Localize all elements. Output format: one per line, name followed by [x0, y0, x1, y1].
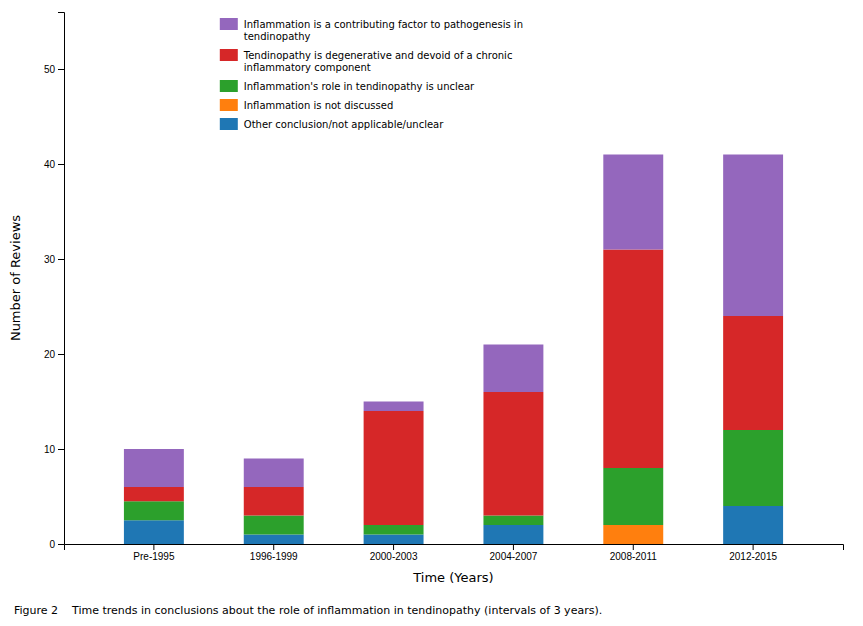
x-tick-mark: [273, 544, 274, 550]
bar-segment: [483, 516, 543, 526]
legend-label-line: tendinopathy: [244, 31, 311, 42]
y-axis-title: Number of Reviews: [8, 215, 23, 341]
y-tick-mark: [58, 259, 64, 260]
bar-segment: [483, 392, 543, 516]
x-tick-label: 2012-2015: [729, 551, 777, 562]
y-tick-label: 20: [44, 349, 56, 360]
bar-segment: [364, 525, 424, 535]
legend-label-line: Inflammation is a contributing factor to…: [244, 19, 523, 30]
x-tick-mark: [153, 544, 154, 550]
legend-label: Other conclusion/not applicable/unclear: [244, 119, 444, 130]
x-tick: 2008-2011: [610, 544, 658, 562]
x-tick-mark: [753, 544, 754, 550]
bar-series: [603, 525, 663, 544]
x-axis: Pre-1995 1996-1999 2000-2003 2004-2007 2008-…: [65, 544, 844, 562]
legend-item: Inflammation is a contributing factor to…: [220, 18, 523, 42]
legend-item: Other conclusion/not applicable/unclear: [220, 118, 444, 130]
legend: Inflammation is a contributing factor to…: [220, 18, 523, 130]
bar-segment: [723, 430, 783, 506]
legend-label-line: Inflammation's role in tendinopathy is u…: [244, 81, 475, 92]
x-tick-label: Pre-1995: [133, 551, 175, 562]
x-tick: 1996-1999: [250, 544, 298, 562]
bar-segment: [244, 535, 304, 545]
bar-series: [124, 250, 783, 526]
caption: Figure 2 Time trends in conclusions abou…: [14, 604, 602, 617]
x-tick: Pre-1995: [133, 544, 175, 562]
legend-swatch: [220, 118, 238, 130]
bar-segment: [603, 155, 663, 250]
bar-segment: [124, 487, 184, 501]
y-tick: 0: [49, 539, 64, 550]
legend-label: Inflammation is a contributing factor to…: [244, 19, 523, 42]
y-tick-mark: [58, 449, 64, 450]
x-tick: 2000-2003: [370, 544, 418, 562]
legend-item: Tendinopathy is degenerative and devoid …: [220, 49, 513, 73]
x-tick-mark: [393, 544, 394, 550]
chart: 0 10 20 30 40 50 Pre-1995 1996-1999 2000-2003 200…: [0, 0, 863, 626]
bar-segment: [244, 459, 304, 488]
y-tick-mark: [58, 69, 64, 70]
y-tick: 40: [44, 159, 64, 170]
y-tick-label: 10: [44, 444, 56, 455]
bar-segment: [723, 316, 783, 430]
y-tick: 20: [44, 349, 64, 360]
legend-swatch: [220, 99, 238, 111]
bar-segment: [124, 449, 184, 487]
bar-segment: [603, 525, 663, 544]
legend-swatch: [220, 18, 238, 30]
bar-segment: [364, 411, 424, 525]
y-tick-label: 30: [44, 254, 56, 265]
y-axis-line: [58, 13, 65, 545]
y-tick: 50: [44, 64, 64, 75]
bar-segment: [483, 525, 543, 544]
x-tick-label: 2008-2011: [610, 551, 658, 562]
bar-segment: [603, 468, 663, 525]
x-tick: 2004-2007: [490, 544, 538, 562]
y-tick-label: 0: [49, 539, 55, 550]
bars: [124, 155, 783, 545]
legend-label: Inflammation's role in tendinopathy is u…: [244, 81, 475, 92]
y-tick-mark: [58, 164, 64, 165]
x-tick-label: 2004-2007: [490, 551, 538, 562]
plot: 0 10 20 30 40 50 Pre-1995 1996-1999 2000-2003 200…: [8, 13, 844, 586]
y-tick-mark: [58, 354, 64, 355]
bar-series: [124, 506, 783, 544]
bar-segment: [723, 155, 783, 317]
bar-series: [124, 430, 783, 535]
legend-label-line: inflammatory component: [244, 62, 371, 73]
y-tick: 30: [44, 254, 64, 265]
legend-item: Inflammation is not discussed: [220, 99, 393, 111]
bar-segment: [364, 535, 424, 545]
bar-segment: [244, 487, 304, 516]
y-tick: 10: [44, 444, 64, 455]
legend-label: Inflammation is not discussed: [244, 100, 393, 111]
bar-segment: [603, 250, 663, 469]
x-tick-label: 1996-1999: [250, 551, 298, 562]
legend-label-line: Inflammation is not discussed: [244, 100, 393, 111]
x-tick-mark: [633, 544, 634, 550]
bar-segment: [124, 520, 184, 544]
legend-item: Inflammation's role in tendinopathy is u…: [220, 80, 475, 92]
y-tick-label: 50: [44, 64, 56, 75]
y-tick-mark: [58, 544, 64, 545]
x-tick-mark: [513, 544, 514, 550]
bar-segment: [483, 345, 543, 393]
x-tick-label: 2000-2003: [370, 551, 418, 562]
y-axis: 0 10 20 30 40 50: [44, 13, 65, 550]
legend-label-line: Other conclusion/not applicable/unclear: [244, 119, 444, 130]
x-tick: 2012-2015: [729, 544, 777, 562]
x-axis-title: Time (Years): [412, 570, 493, 585]
legend-label: Tendinopathy is degenerative and devoid …: [243, 50, 513, 73]
legend-label-line: Tendinopathy is degenerative and devoid …: [243, 50, 513, 61]
legend-swatch: [220, 49, 238, 61]
bar-segment: [723, 506, 783, 544]
bar-segment: [364, 402, 424, 412]
bar-series: [124, 155, 783, 488]
x-axis-line: [65, 545, 844, 551]
bar-segment: [244, 516, 304, 535]
legend-swatch: [220, 80, 238, 92]
bar-segment: [124, 501, 184, 520]
y-tick-label: 40: [44, 159, 56, 170]
